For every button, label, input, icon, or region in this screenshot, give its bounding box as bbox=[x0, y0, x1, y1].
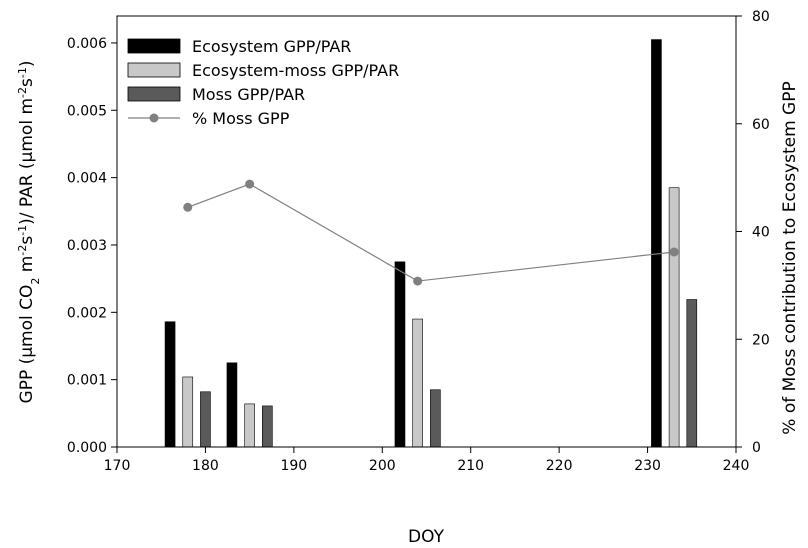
y2-tick-label: 40 bbox=[752, 225, 770, 241]
legend-swatch bbox=[127, 86, 181, 102]
line-layer bbox=[183, 179, 679, 286]
y2-tick-label: 0 bbox=[752, 440, 761, 456]
bar bbox=[412, 318, 423, 448]
y-axis-label-part: 2 bbox=[29, 278, 42, 285]
bar bbox=[668, 187, 680, 448]
legend-label: Ecosystem-moss GPP/PAR bbox=[192, 61, 399, 80]
legend-label: Moss GPP/PAR bbox=[192, 85, 305, 104]
y-axis: 0.000 0.001 0.002 0.003 0.004 0.005 0.006 bbox=[67, 36, 117, 456]
bar bbox=[262, 405, 273, 448]
y2-tick-label: 60 bbox=[752, 117, 770, 133]
y-axis-label-part: s bbox=[17, 236, 37, 245]
x-tick-label: 220 bbox=[546, 458, 573, 474]
x-tick-label: 210 bbox=[457, 458, 484, 474]
y-tick-label: 0.003 bbox=[67, 238, 107, 254]
y-tick-label: 0.000 bbox=[67, 440, 107, 456]
line-point bbox=[245, 179, 255, 189]
x-tick-label: 180 bbox=[192, 458, 219, 474]
x-tick-label: 240 bbox=[723, 458, 750, 474]
y-axis-label-part: -1 bbox=[16, 225, 29, 236]
y-axis-label-part: -2 bbox=[16, 87, 29, 98]
line-point bbox=[183, 202, 193, 212]
y-tick-label: 0.004 bbox=[67, 171, 107, 187]
bar bbox=[394, 261, 406, 448]
bar bbox=[226, 362, 238, 448]
y-axis-label-part: )/ PAR (µmol m bbox=[17, 98, 37, 225]
y2-axis-label: % of Moss contribution to Ecosystem GPP bbox=[780, 81, 800, 434]
x-axis-label: DOY bbox=[408, 527, 445, 547]
y-tick-label: 0.005 bbox=[67, 103, 107, 119]
line-point bbox=[669, 247, 679, 257]
line-point bbox=[413, 276, 423, 286]
y-axis-label-part: s bbox=[17, 78, 37, 87]
x-tick-label: 170 bbox=[104, 458, 131, 474]
y2-axis: 0 20 40 60 80 bbox=[736, 9, 770, 456]
legend-marker bbox=[149, 113, 159, 123]
y-tick-label: 0.002 bbox=[67, 305, 107, 321]
bar bbox=[686, 299, 698, 448]
y-tick-label: 0.006 bbox=[67, 36, 107, 52]
x-tick-label: 200 bbox=[369, 458, 396, 474]
x-axis: 170 180 190 200 210 220 230 240 bbox=[104, 447, 750, 474]
y-axis-label-part: GPP (µmol CO bbox=[17, 285, 37, 404]
y-axis-label-part: -2 bbox=[16, 245, 29, 256]
legend: Ecosystem GPP/PAR Ecosystem-moss GPP/PAR M… bbox=[127, 37, 399, 128]
y-axis-label-part: ) bbox=[17, 61, 37, 68]
x-tick-label: 230 bbox=[634, 458, 661, 474]
legend-label: Ecosystem GPP/PAR bbox=[192, 37, 351, 56]
x-tick-label: 190 bbox=[280, 458, 307, 474]
series-line bbox=[187, 183, 675, 282]
y-axis-label: GPP (µmol CO2 m-2s-1)/ PAR (µmol m-2s-1) bbox=[16, 61, 42, 404]
y-axis-label-part: -1 bbox=[16, 67, 29, 78]
legend-label: % Moss GPP bbox=[192, 109, 290, 128]
bar bbox=[430, 389, 441, 448]
y-tick-label: 0.001 bbox=[67, 373, 107, 389]
y2-tick-label: 80 bbox=[752, 9, 770, 25]
bar bbox=[651, 39, 662, 448]
legend-swatch bbox=[127, 62, 181, 78]
bar bbox=[200, 391, 211, 448]
legend-swatch bbox=[127, 38, 181, 54]
y-axis-label-part: m bbox=[17, 256, 37, 278]
y2-tick-label: 20 bbox=[752, 332, 770, 348]
bar bbox=[182, 376, 194, 448]
bar bbox=[164, 321, 176, 448]
bar bbox=[244, 403, 255, 448]
